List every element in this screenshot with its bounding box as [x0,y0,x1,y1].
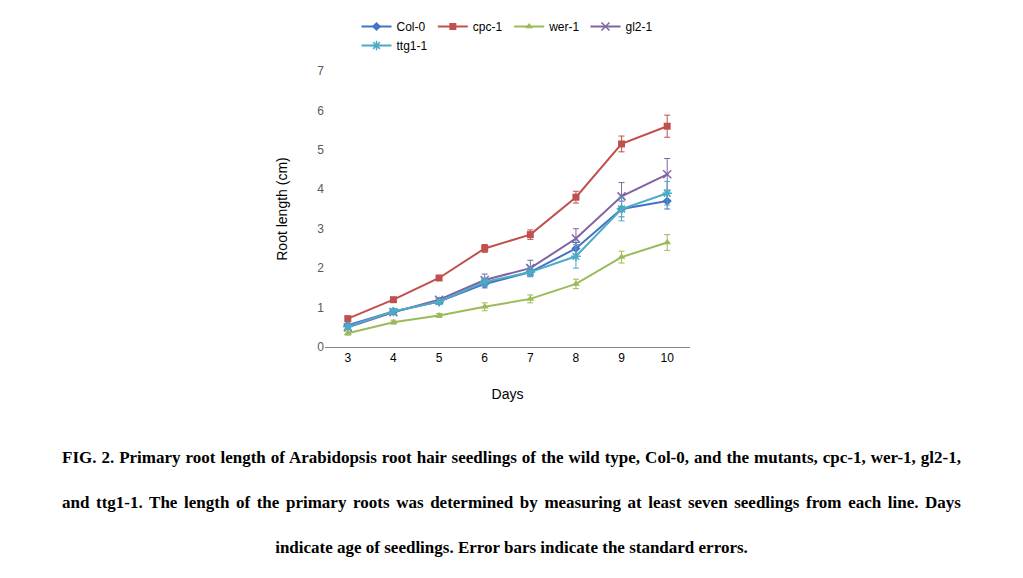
svg-text:5: 5 [436,351,443,365]
svg-text:2: 2 [317,261,324,275]
svg-text:Days: Days [492,386,524,402]
svg-text:4: 4 [317,182,324,196]
svg-text:6: 6 [317,104,324,118]
svg-text:4: 4 [390,351,397,365]
html-text:FIG. 2. Primary root length of: FIG. 2. Primary root length of Arabidops… [62,448,961,557]
svg-text:8: 8 [573,351,580,365]
svg-text:9: 9 [618,351,625,365]
svg-text:6: 6 [481,351,488,365]
svg-text:Col-0: Col-0 [397,20,426,34]
svg-text:7: 7 [317,64,324,78]
svg-text:ttg1-1: ttg1-1 [397,39,428,53]
svg-text:10: 10 [661,351,675,365]
svg-text:3: 3 [317,222,324,236]
svg-text:cpc-1: cpc-1 [473,20,503,34]
svg-text:5: 5 [317,143,324,157]
svg-text:1: 1 [317,301,324,315]
svg-text:gl2-1: gl2-1 [625,20,652,34]
svg-text:0: 0 [317,340,324,354]
svg-text:3: 3 [344,351,351,365]
svg-text:wer-1: wer-1 [548,20,579,34]
svg-text:7: 7 [527,351,534,365]
svg-text:Root length (cm): Root length (cm) [274,157,290,260]
